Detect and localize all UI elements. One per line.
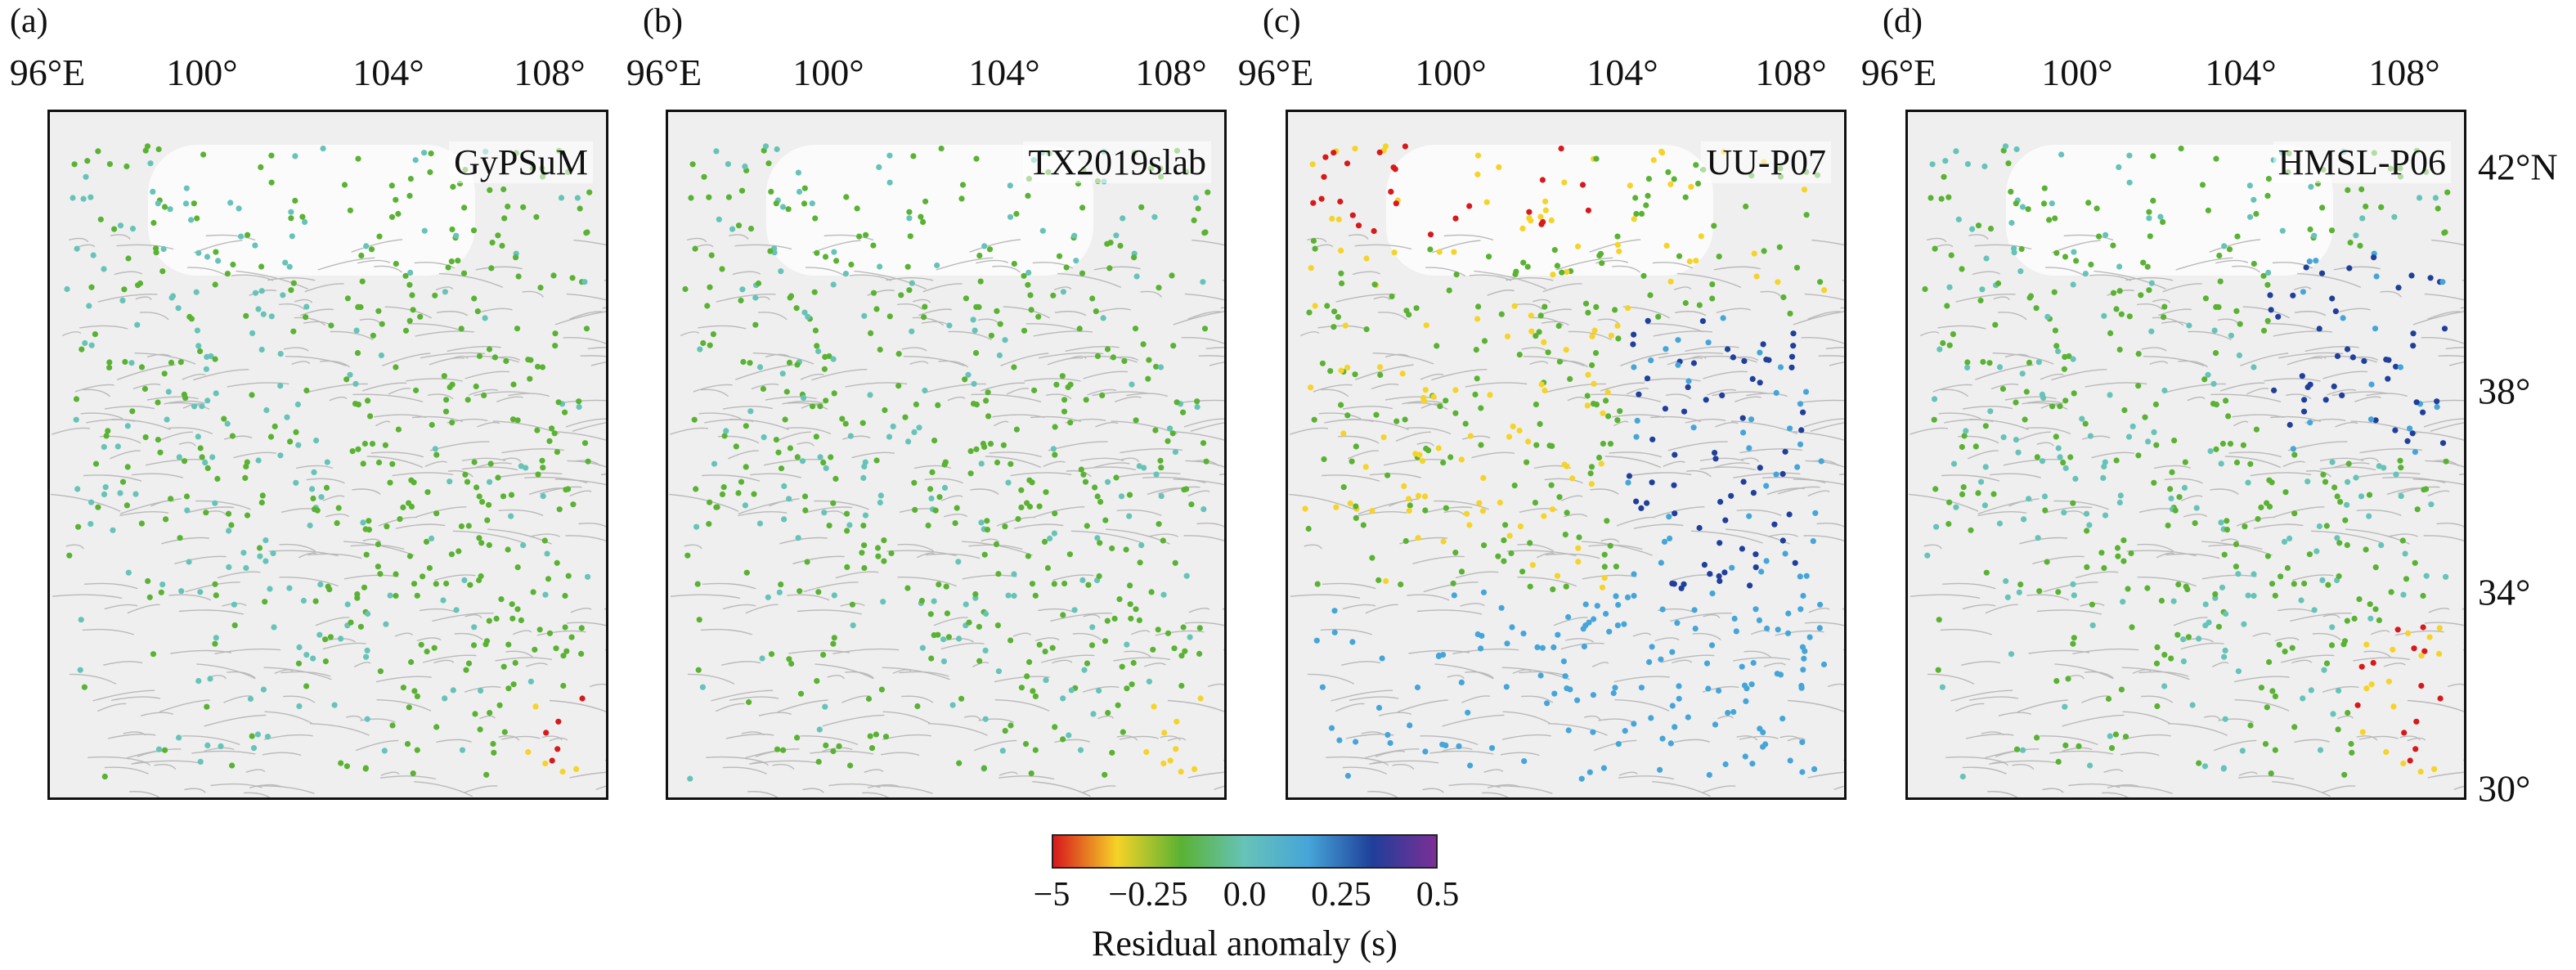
lon-label-100: 100° <box>792 52 864 93</box>
lon-label-100: 100° <box>2041 52 2113 93</box>
lat-label-38: 38° <box>2478 370 2531 412</box>
lon-label-104: 104° <box>2205 52 2277 93</box>
map-panel-d: HMSL-P06 <box>1905 110 2466 800</box>
colorbar-tick: −5 <box>1033 876 1070 914</box>
panel-a-letter: (a) <box>10 2 48 40</box>
map-panel-c: UU-P07 <box>1286 110 1847 800</box>
colorbar <box>1052 834 1438 869</box>
lat-label-42: 42°N <box>2478 146 2558 188</box>
lon-label-104: 104° <box>1586 52 1658 93</box>
lon-label-96: 96°E <box>626 52 702 93</box>
terrain-and-stations-b <box>668 112 1224 797</box>
panel-c-letter: (c) <box>1263 2 1301 40</box>
lon-label-104: 104° <box>352 52 424 93</box>
model-label-b: TX2019slab <box>1023 141 1211 183</box>
model-label-d: HMSL-P06 <box>2273 141 2451 183</box>
terrain-and-stations-a <box>50 112 606 797</box>
colorbar-tick: 0.25 <box>1311 876 1371 914</box>
model-label-c: UU-P07 <box>1701 141 1831 183</box>
map-panel-a: GyPSuM <box>47 110 608 800</box>
model-label-a: GyPSuM <box>449 141 593 183</box>
lon-label-108: 108° <box>2368 52 2440 93</box>
lon-label-104: 104° <box>968 52 1040 93</box>
lat-label-34: 34° <box>2478 571 2531 613</box>
panel-d-letter: (d) <box>1883 2 1923 40</box>
lon-label-96: 96°E <box>1237 52 1314 93</box>
colorbar-tick: 0.0 <box>1223 876 1267 914</box>
lon-label-100: 100° <box>1415 52 1487 93</box>
lon-label-96: 96°E <box>1860 52 1937 93</box>
lon-label-96: 96°E <box>9 52 86 93</box>
lat-label-30: 30° <box>2478 767 2531 810</box>
lon-label-108: 108° <box>514 52 586 93</box>
terrain-and-stations-c <box>1288 112 1844 797</box>
terrain-and-stations-d <box>1908 112 2464 797</box>
lon-label-108: 108° <box>1135 52 1207 93</box>
lon-label-108: 108° <box>1755 52 1827 93</box>
colorbar-title: Residual anomaly (s) <box>1092 923 1398 963</box>
colorbar-tick: −0.25 <box>1108 876 1188 914</box>
lon-label-100: 100° <box>166 52 238 93</box>
colorbar-tick: 0.5 <box>1416 876 1460 914</box>
panel-b-letter: (b) <box>643 2 683 40</box>
map-panel-b: TX2019slab <box>666 110 1227 800</box>
